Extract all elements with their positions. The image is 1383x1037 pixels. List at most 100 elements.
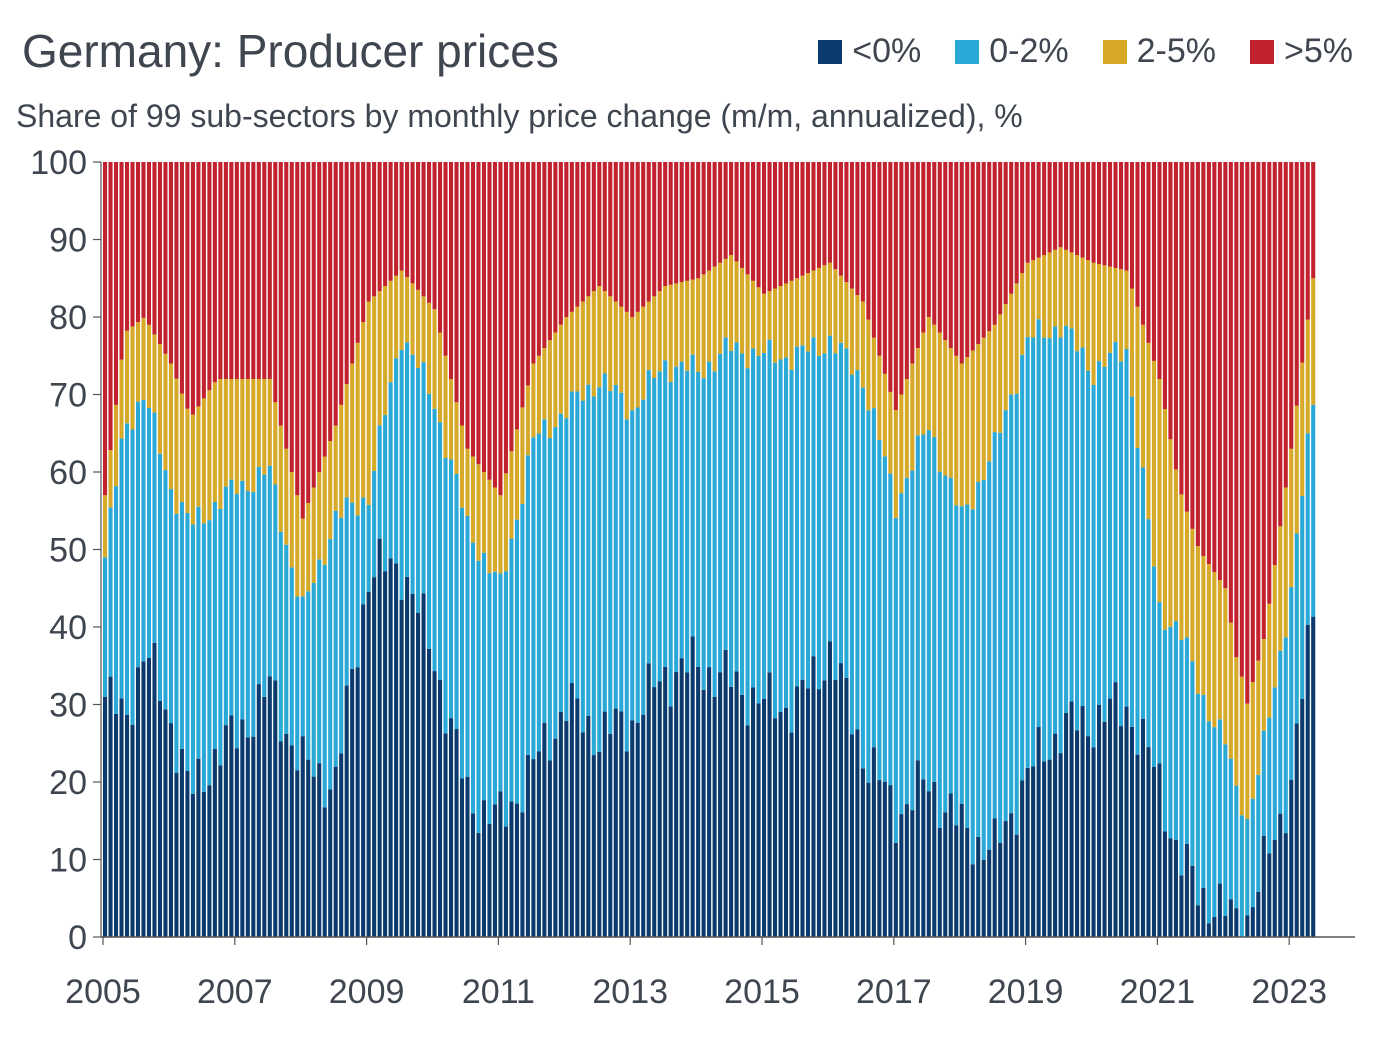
- bar-seg-0-2: [564, 418, 569, 721]
- bar-seg-gt5: [838, 162, 843, 276]
- bar-seg-0-2: [959, 506, 964, 804]
- bar-seg-gt5: [1267, 162, 1272, 604]
- bar-seg-gt5: [899, 162, 904, 395]
- bar-seg-2-5: [783, 283, 789, 358]
- month-bar-36: [300, 162, 305, 937]
- month-bar-181: [1096, 162, 1102, 937]
- bar-seg-neg: [498, 791, 503, 937]
- bar-seg-0-2: [800, 345, 805, 680]
- bar-seg-0-2: [542, 419, 547, 723]
- x-tick-label: 2021: [1120, 973, 1196, 1011]
- bar-seg-2-5: [168, 363, 173, 490]
- bar-seg-neg: [992, 818, 997, 937]
- bar-seg-neg: [333, 766, 338, 937]
- x-tick-label: 2023: [1251, 973, 1327, 1011]
- bar-seg-0-2: [1272, 687, 1277, 840]
- bar-seg-2-5: [1053, 249, 1058, 327]
- bar-seg-neg: [663, 666, 668, 937]
- bar-seg-gt5: [190, 162, 195, 415]
- bar-seg-neg: [157, 700, 163, 937]
- bar-seg-0-2: [1014, 393, 1019, 835]
- bar-seg-gt5: [1190, 162, 1195, 529]
- bar-seg-neg: [311, 776, 316, 937]
- month-bar-57: [416, 162, 421, 937]
- bar-seg-0-2: [921, 434, 926, 780]
- bar-seg-0-2: [223, 486, 228, 726]
- month-bar-124: [783, 162, 789, 937]
- month-bar-129: [811, 162, 816, 937]
- bar-seg-2-5: [355, 342, 360, 516]
- bar-seg-gt5: [130, 162, 135, 327]
- bar-seg-2-5: [970, 350, 975, 510]
- month-bar-81: [547, 162, 552, 937]
- bar-seg-neg: [1086, 736, 1091, 937]
- bar-seg-gt5: [328, 162, 333, 441]
- bar-seg-gt5: [871, 162, 876, 338]
- bar-seg-gt5: [536, 162, 541, 356]
- bar-seg-gt5: [492, 162, 497, 488]
- bar-seg-neg: [613, 708, 618, 937]
- bar-seg-gt5: [877, 162, 882, 356]
- bar-seg-gt5: [794, 162, 800, 279]
- bar-seg-0-2: [251, 491, 256, 737]
- month-bar-28: [256, 162, 261, 937]
- month-bar-196: [1179, 162, 1184, 937]
- bar-seg-2-5: [641, 306, 646, 400]
- bar-seg-2-5: [904, 379, 909, 478]
- y-tick-label: 10: [49, 842, 87, 880]
- month-bar-58: [421, 162, 426, 937]
- bar-seg-gt5: [772, 162, 778, 289]
- bar-seg-gt5: [893, 162, 898, 410]
- bar-seg-2-5: [284, 448, 289, 545]
- bar-seg-0-2: [311, 582, 316, 777]
- bar-seg-neg: [492, 804, 497, 937]
- bar-seg-neg: [569, 683, 574, 937]
- month-bar-130: [816, 162, 822, 937]
- bar-seg-2-5: [514, 429, 519, 520]
- x-tick-label: 2015: [724, 973, 800, 1011]
- bar-seg-0-2: [1261, 730, 1266, 836]
- bar-seg-0-2: [372, 470, 377, 578]
- bar-seg-0-2: [262, 474, 267, 697]
- bar-seg-gt5: [542, 162, 547, 348]
- month-bar-186: [1124, 162, 1129, 937]
- bar-seg-neg: [778, 711, 783, 937]
- bar-seg-gt5: [141, 162, 146, 318]
- bar-seg-2-5: [849, 288, 854, 375]
- bar-seg-neg: [372, 577, 377, 937]
- bar-seg-0-2: [1140, 467, 1146, 719]
- month-bar-27: [251, 162, 256, 937]
- bar-seg-0-2: [481, 552, 487, 801]
- legend-swatch-2-5: [1102, 39, 1127, 64]
- bar-seg-gt5: [723, 162, 728, 259]
- bar-seg-neg: [1157, 763, 1162, 937]
- bar-seg-2-5: [794, 278, 800, 347]
- bar-seg-0-2: [1157, 602, 1162, 764]
- bar-seg-gt5: [1058, 162, 1063, 248]
- bar-seg-gt5: [240, 162, 245, 379]
- month-bar-3: [119, 162, 124, 937]
- bar-seg-0-2: [514, 519, 519, 804]
- bar-seg-2-5: [1020, 273, 1025, 355]
- bar-seg-gt5: [1135, 162, 1140, 307]
- bar-seg-gt5: [932, 162, 937, 325]
- month-bar-55: [405, 162, 410, 937]
- bar-seg-gt5: [1020, 162, 1025, 274]
- bar-seg-0-2: [234, 493, 239, 749]
- bar-seg-0-2: [492, 571, 497, 805]
- month-bar-54: [399, 162, 404, 937]
- bar-seg-gt5: [965, 162, 970, 358]
- bar-seg-neg: [1234, 908, 1239, 937]
- month-bar-86: [575, 162, 580, 937]
- bar-seg-gt5: [443, 162, 448, 356]
- bar-seg-gt5: [273, 162, 278, 403]
- bar-seg-0-2: [1086, 370, 1091, 737]
- bar-seg-0-2: [1113, 341, 1118, 683]
- month-bar-106: [685, 162, 690, 937]
- bar-seg-2-5: [240, 379, 245, 481]
- bar-seg-0-2: [1009, 394, 1014, 814]
- bar-seg-neg: [1036, 727, 1041, 937]
- bar-seg-neg: [1261, 835, 1266, 937]
- bar-seg-gt5: [1206, 162, 1211, 565]
- bar-seg-neg: [816, 689, 822, 937]
